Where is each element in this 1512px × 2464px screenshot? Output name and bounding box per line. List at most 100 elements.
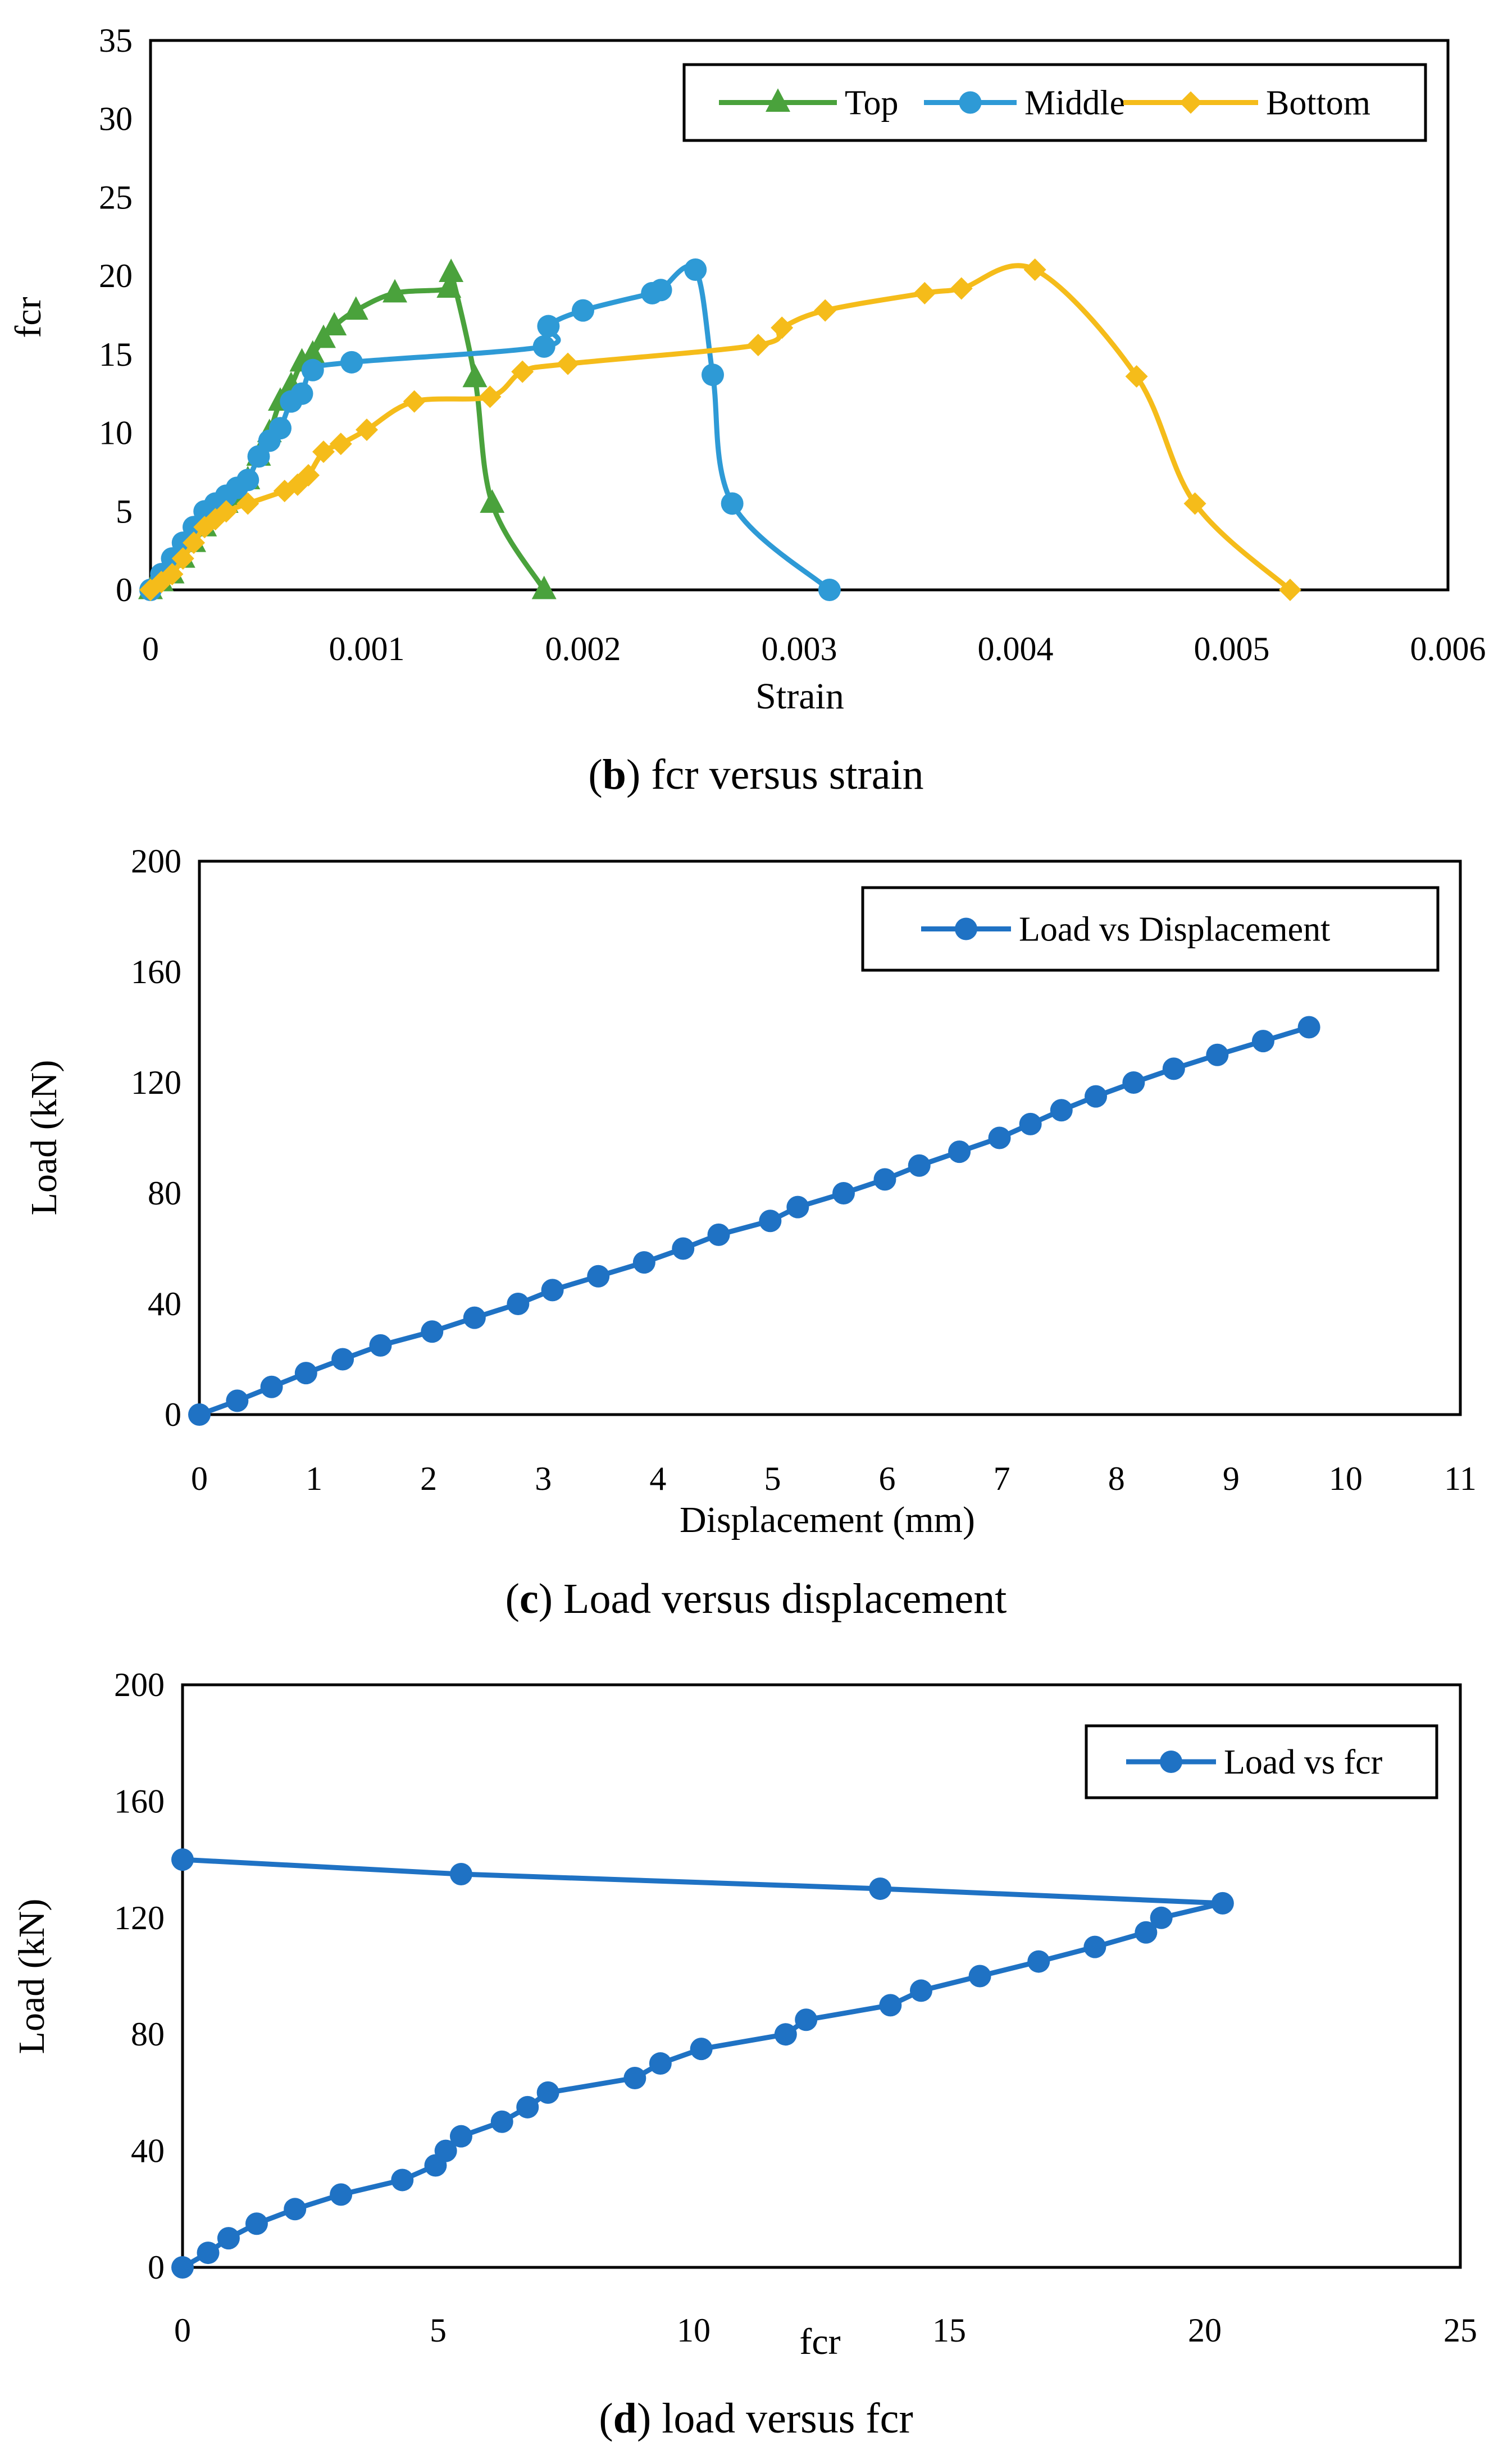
y-tick-label: 120 [114, 1899, 165, 1936]
caption-b: (b) fcr versus strain [588, 751, 924, 798]
x-tick-label: 8 [1108, 1460, 1125, 1497]
y-tick-label: 20 [99, 257, 133, 294]
legend: Load vs fcr [1085, 1724, 1438, 1799]
y-axis-label: Load (kN) [24, 1060, 65, 1216]
y-tick-label: 200 [131, 843, 181, 880]
data-point [1251, 1030, 1274, 1053]
data-point [507, 1293, 530, 1315]
y-axis-label: fcr [8, 297, 49, 338]
x-tick-label: 1 [306, 1460, 322, 1497]
legend-swatch-marker [959, 91, 982, 114]
legend-swatch-marker [1160, 1751, 1182, 1773]
y-tick-label: 160 [131, 953, 181, 990]
data-point [247, 445, 270, 468]
x-tick-label: 7 [994, 1460, 1010, 1497]
data-point [322, 312, 347, 336]
plot-frame-b [149, 39, 1450, 592]
data-point [746, 334, 769, 357]
data-point [369, 1334, 392, 1357]
x-tick-label: 5 [430, 2312, 447, 2349]
chart-d: 0 5 10 15 20 25 0 40 80 120 160 200 fcr Load (kN) Load… [11, 1666, 1477, 2362]
x-tick-label: 0 [174, 2312, 191, 2349]
data-point [260, 1375, 283, 1398]
data-point [511, 360, 534, 383]
x-tick-label: 0.001 [329, 630, 405, 667]
data-point [759, 1210, 782, 1233]
y-tick-label: 0 [165, 1396, 181, 1433]
data-point [948, 1140, 971, 1163]
data-point [226, 1389, 249, 1412]
y-tick-label: 160 [114, 1783, 165, 1820]
caption-d-text: load versus fcr [662, 2395, 913, 2442]
data-point [480, 489, 505, 513]
x-tick-label: 3 [535, 1460, 552, 1497]
y-tick-label: 40 [148, 1285, 181, 1322]
data-point [968, 1965, 991, 1988]
data-point [329, 433, 352, 456]
data-point [1211, 1892, 1234, 1915]
data-point [1183, 492, 1206, 515]
data-point [1083, 1935, 1106, 1958]
data-point [1023, 258, 1046, 281]
caption-d-letter: d [613, 2395, 637, 2442]
data-point [356, 418, 378, 441]
legend-label: Load vs Displacement [1019, 911, 1330, 949]
data-point [1162, 1057, 1185, 1080]
data-point [536, 2081, 559, 2104]
data-point [795, 2008, 818, 2031]
data-point [672, 1237, 695, 1260]
caption-c: (c) Load versus displacement [505, 1575, 1007, 1622]
series-top [138, 258, 557, 599]
data-point [771, 316, 794, 339]
data-point [541, 1279, 564, 1302]
data-point [490, 2110, 513, 2133]
data-point [1084, 1085, 1107, 1108]
data-point [786, 1195, 809, 1219]
y-tick-label: 15 [99, 336, 133, 373]
data-point [215, 500, 238, 523]
caption-c-text: Load versus displacement [563, 1575, 1007, 1622]
x-tick-label: 25 [1443, 2312, 1477, 2349]
data-point [1206, 1043, 1229, 1066]
data-point [171, 2256, 194, 2279]
series-bottom [139, 258, 1301, 601]
data-point [537, 315, 560, 338]
legend-label: Bottom [1266, 84, 1370, 122]
x-axis-label: Displacement (mm) [680, 1499, 975, 1540]
data-point [462, 363, 488, 388]
x-tick-label: 0 [191, 1460, 208, 1497]
series-line [148, 263, 1293, 593]
x-tick-label: 10 [677, 2312, 711, 2349]
data-point [183, 531, 205, 554]
y-tick-label: 120 [131, 1064, 181, 1101]
data-point [171, 1848, 194, 1871]
caption-c-letter: c [519, 1575, 539, 1622]
data-point [300, 340, 325, 364]
data-point [290, 382, 313, 405]
data-point [818, 579, 841, 601]
data-point [449, 2125, 472, 2148]
legend-swatch-marker [766, 88, 790, 112]
series-load-vs-displacement [188, 1016, 1320, 1426]
data-point [269, 417, 292, 440]
y-tick-label: 200 [114, 1666, 165, 1703]
data-point [297, 464, 320, 487]
plot-frame-d [181, 1683, 1462, 2269]
data-point [814, 299, 837, 322]
plot-frame-c [198, 860, 1462, 1416]
data-point [1135, 1921, 1158, 1944]
caption-b-text: fcr versus strain [651, 751, 924, 798]
data-point [690, 2038, 713, 2061]
data-point [649, 2052, 672, 2075]
data-point [294, 1362, 317, 1385]
data-point [312, 440, 335, 463]
x-tick-label: 0.004 [978, 630, 1054, 667]
data-point [908, 1154, 931, 1177]
data-point [330, 2183, 353, 2206]
data-point [311, 324, 336, 348]
data-point [632, 1251, 655, 1274]
legend-swatch-marker [1179, 91, 1202, 114]
x-axis-label: Strain [755, 676, 844, 717]
series-line [148, 263, 832, 593]
